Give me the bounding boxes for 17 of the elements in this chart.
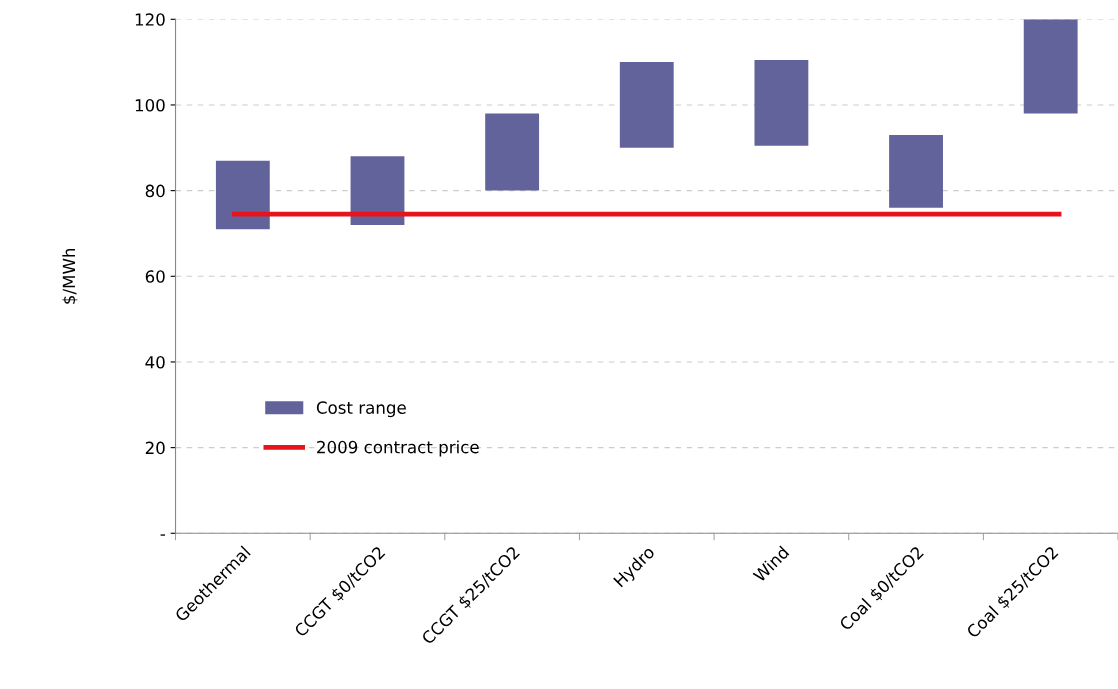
bar [215, 160, 270, 230]
bar [754, 59, 809, 146]
y-tick-label: 100 [135, 98, 165, 112]
y-tick-label: - [160, 534, 165, 536]
y-tick-label: 60 [145, 270, 165, 283]
legend-label: Cost range [316, 401, 406, 418]
bar [350, 156, 405, 225]
y-tick-label: 40 [145, 355, 165, 369]
y-tick-label: 80 [145, 184, 165, 198]
bar [889, 134, 943, 208]
legend-label: 2009 contract price [317, 440, 479, 457]
y-axis-title: $/MWh [62, 248, 78, 304]
y-tick-label: 120 [135, 13, 165, 26]
bar [619, 62, 674, 148]
bar [1023, 19, 1078, 114]
y-tick-label: 20 [145, 441, 165, 455]
bar [485, 113, 540, 191]
